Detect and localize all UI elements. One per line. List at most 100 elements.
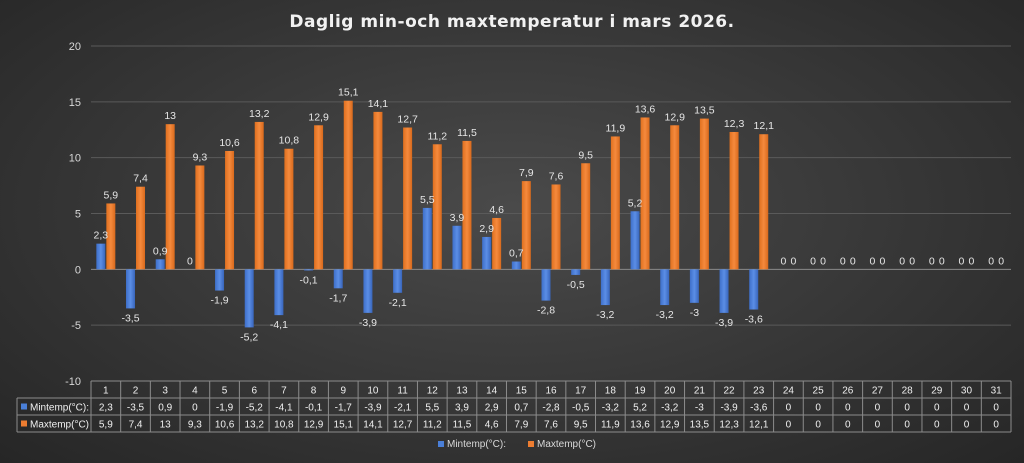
- table-value-cell: -5,2: [246, 403, 264, 414]
- min-data-label: -5,2: [240, 331, 258, 343]
- table-value-cell: -0,5: [572, 403, 590, 414]
- table-value-cell: 7,6: [544, 420, 558, 431]
- max-data-label: 12,9: [308, 111, 329, 123]
- max-bar: [254, 121, 264, 270]
- table-category-cell: 7: [281, 386, 287, 397]
- min-data-label: -0,5: [567, 279, 585, 291]
- table-value-cell: 12,9: [660, 420, 680, 431]
- table-category-cell: 17: [575, 386, 587, 397]
- table-value-cell: 15,1: [334, 420, 354, 431]
- max-data-label: 9,3: [193, 151, 208, 163]
- data-table: 1 2 3 4 5 6 7 8 9 10 11 12 13 14 15 16 17 18 19 20 21 22 23 24 2…: [16, 380, 1012, 433]
- max-bar: [284, 148, 294, 270]
- table-category-cell: 22: [724, 386, 736, 397]
- max-bar: [343, 100, 353, 270]
- table-category-cell: 8: [311, 386, 317, 397]
- min-data-label: 2,9: [479, 223, 494, 235]
- min-bar: [304, 269, 314, 271]
- table-category-cell: 24: [783, 386, 795, 397]
- min-data-label: -3,5: [121, 312, 139, 324]
- max-bar: [581, 163, 591, 270]
- y-tick-label: 10: [69, 153, 81, 165]
- table-value-cell: -1,7: [335, 403, 353, 414]
- max-data-label: 0: [790, 255, 796, 267]
- max-data-label: 10,8: [279, 135, 300, 147]
- min-bar: [452, 225, 462, 270]
- max-bar: [610, 136, 620, 270]
- max-bar: [759, 134, 769, 270]
- table-category-cell: 16: [545, 386, 557, 397]
- max-bar: [640, 117, 650, 270]
- min-bar: [511, 261, 521, 270]
- max-data-label: 0: [880, 255, 886, 267]
- min-bar: [215, 269, 225, 291]
- max-data-label: 7,9: [519, 167, 534, 179]
- table-value-cell: 3,9: [455, 403, 469, 414]
- table-value-cell: 10,8: [274, 420, 294, 431]
- table-value-cell: 13,2: [244, 420, 264, 431]
- table-category-cell: 19: [634, 386, 646, 397]
- min-data-label: 3,9: [450, 212, 465, 224]
- table-value-cell: 12,9: [304, 420, 324, 431]
- min-data-label: -1,7: [329, 292, 347, 304]
- min-data-label: -3,9: [359, 317, 377, 329]
- max-data-label: 0: [998, 255, 1004, 267]
- min-data-label: 0,7: [509, 248, 524, 260]
- max-data-label: 13,6: [635, 103, 656, 115]
- table-value-cell: 0: [934, 403, 940, 414]
- min-data-label: 0: [988, 255, 994, 267]
- min-data-label: 0: [929, 255, 935, 267]
- min-bar: [660, 269, 670, 306]
- max-data-label: 12,9: [664, 111, 685, 123]
- legend: Mintemp(°C): Maxtemp(°C): [438, 439, 596, 450]
- table-category-cell: 30: [961, 386, 973, 397]
- min-data-label: -2,1: [389, 297, 407, 309]
- max-data-label: 9,5: [578, 149, 593, 161]
- max-bar: [165, 124, 175, 270]
- chart-title: Daglig min-och maxtemperatur i mars 2026…: [289, 12, 734, 32]
- table-value-cell: 12,7: [393, 420, 413, 431]
- table-value-cell: 14,1: [363, 420, 383, 431]
- table-value-cell: 4,6: [485, 420, 499, 431]
- table-category-cell: 2: [133, 386, 139, 397]
- max-bar: [314, 125, 324, 270]
- max-data-label: 0: [909, 255, 915, 267]
- max-bar: [432, 144, 442, 270]
- min-bar: [274, 269, 284, 316]
- table-value-cell: -3: [695, 403, 704, 414]
- table-value-cell: 11,9: [601, 420, 620, 431]
- table-value-cell: 0: [964, 420, 970, 431]
- gridlines: [91, 45, 1011, 382]
- table-value-cell: 0: [993, 420, 999, 431]
- table-value-cell: 9,3: [188, 420, 202, 431]
- min-data-label: 0: [187, 255, 193, 267]
- min-data-label: -3,6: [745, 314, 763, 326]
- table-value-cell: 0: [845, 420, 851, 431]
- max-bar: [106, 203, 116, 270]
- table-category-cell: 10: [367, 386, 379, 397]
- legend-key: [528, 441, 534, 447]
- min-bar: [630, 211, 640, 270]
- table-category-cell: 4: [192, 386, 198, 397]
- min-bar: [749, 269, 759, 310]
- table-value-cell: 0: [786, 420, 792, 431]
- max-bar: [403, 127, 413, 270]
- table-value-cell: 0: [815, 403, 821, 414]
- min-bar: [689, 269, 699, 303]
- max-bar: [521, 181, 531, 270]
- table-category-cell: 3: [162, 386, 168, 397]
- max-bar: [136, 186, 146, 270]
- min-bar: [600, 269, 610, 306]
- min-bar: [363, 269, 373, 313]
- table-category-cell: 13: [456, 386, 468, 397]
- table-value-cell: 0: [964, 403, 970, 414]
- max-data-label: 7,6: [549, 170, 564, 182]
- max-data-label: 0: [939, 255, 945, 267]
- min-data-label: 0: [899, 255, 905, 267]
- min-data-label: -1,9: [211, 295, 229, 307]
- table-value-cell: 12,1: [749, 420, 769, 431]
- table-value-cell: 0,7: [514, 403, 528, 414]
- table-value-cell: -0,1: [305, 403, 323, 414]
- legend-key: [438, 441, 444, 447]
- max-data-label: 11,2: [427, 130, 447, 142]
